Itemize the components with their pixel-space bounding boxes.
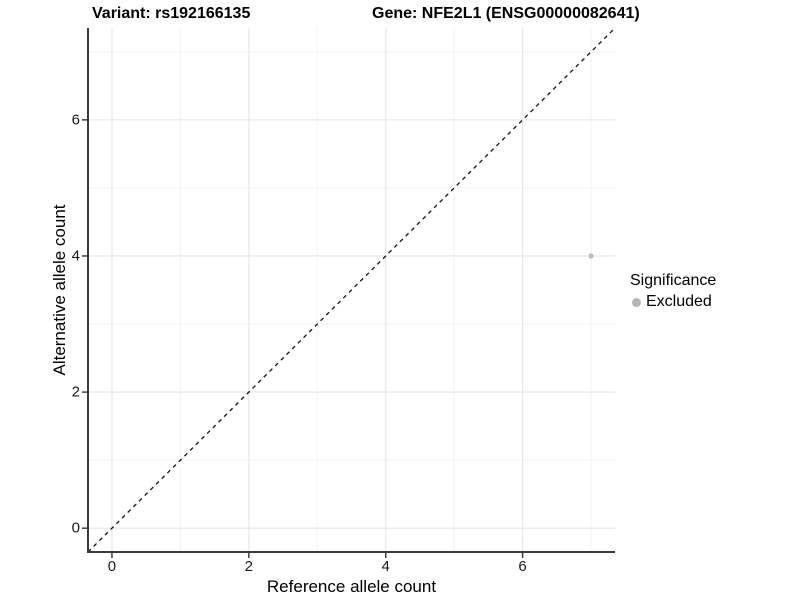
plot-title-gene: Gene: NFE2L1 (ENSG00000082641)	[372, 5, 640, 22]
legend-title: Significance	[630, 272, 717, 289]
y-tick-label: 6	[71, 111, 80, 129]
x-tick-label: 6	[518, 558, 527, 575]
y-tick-label: 2	[71, 383, 80, 401]
legend-key-dot-icon	[632, 297, 641, 307]
identity-line	[87, 27, 616, 553]
y-tick-label: 0	[71, 519, 80, 537]
plot-title-variant: Variant: rs192166135	[92, 5, 251, 22]
y-tick-label: 4	[71, 247, 80, 265]
legend-item-label: Excluded	[646, 293, 712, 310]
legend-item-excluded: Excluded	[632, 293, 716, 311]
data-point	[588, 253, 594, 259]
x-tick-label: 0	[107, 558, 117, 575]
x-axis-title: Reference allele count	[266, 577, 437, 596]
legend: Significance Excluded	[630, 272, 716, 311]
y-axis-title: Alternative allele count	[50, 204, 69, 376]
x-tick-label: 2	[244, 558, 253, 575]
x-tick-label: 4	[381, 558, 390, 575]
